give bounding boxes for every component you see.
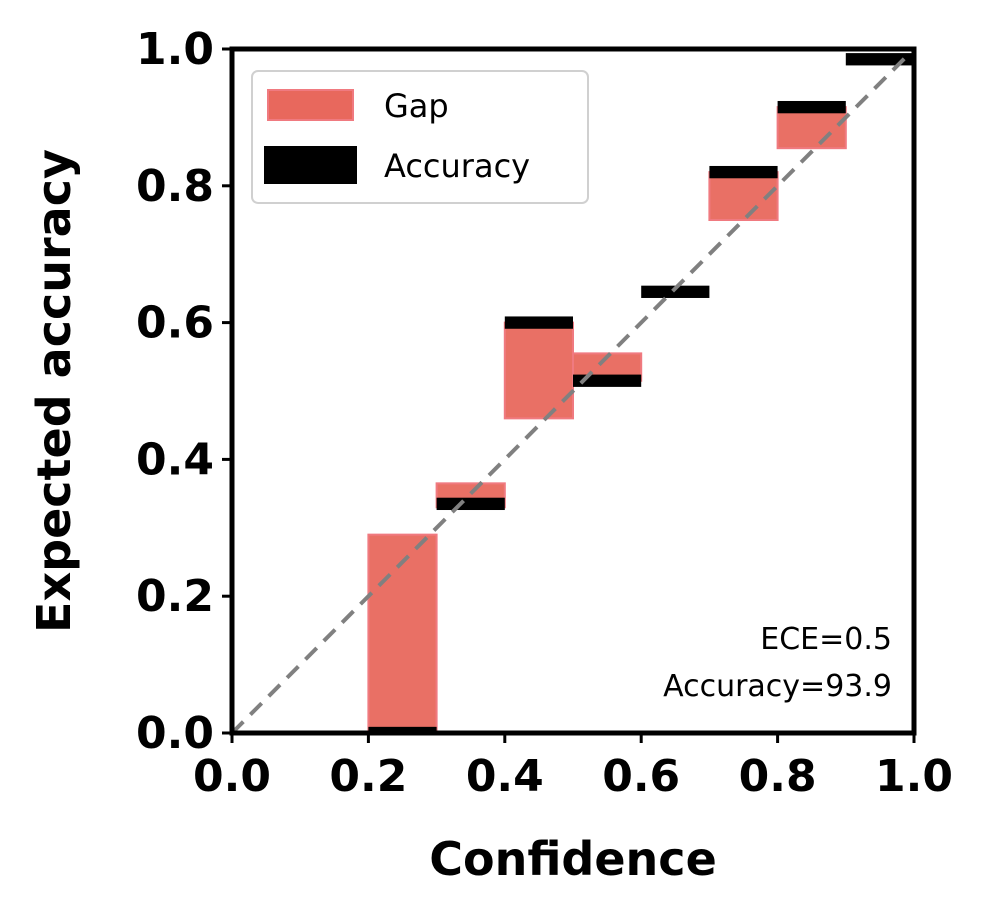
ticks-layer: 0.0 0.2 0.4 0.6 0.8 1.0 0.0 0.2 0.4 0.6 0.8 1.0 <box>136 24 953 802</box>
x-tick-label: 0.2 <box>329 751 407 802</box>
y-tick-label: 1.0 <box>136 24 214 75</box>
accuracy-bar <box>368 726 437 733</box>
accuracy-bar <box>709 165 778 179</box>
y-tick-label: 0.8 <box>136 161 214 212</box>
x-tick-label: 0.6 <box>602 751 680 802</box>
perfect-calibration-line <box>230 47 916 735</box>
accuracy-bar <box>845 53 914 66</box>
x-tick-label: 0.8 <box>739 751 817 802</box>
accuracy-bar <box>436 497 505 511</box>
bars-layer <box>367 53 914 735</box>
y-tick-label: 0.0 <box>136 708 214 759</box>
x-tick-label: 1.0 <box>875 751 953 802</box>
x-tick-label: 0.4 <box>466 751 544 802</box>
y-tick-label: 0.4 <box>136 434 214 485</box>
legend: Gap Accuracy <box>251 70 589 204</box>
ece-annotation: ECE=0.5 <box>760 622 892 657</box>
accuracy-annotation: Accuracy=93.9 <box>663 669 892 704</box>
accuracy-bar <box>641 285 710 298</box>
legend-swatch-accuracy <box>264 146 357 184</box>
x-axis-title: Confidence <box>429 832 717 886</box>
plot-frame <box>229 46 917 736</box>
legend-swatch-gap <box>267 89 354 121</box>
accuracy-bar <box>777 100 846 114</box>
y-tick-label: 0.2 <box>136 571 214 622</box>
accuracy-bar <box>573 374 642 387</box>
y-axis-title: Expected accuracy <box>27 149 81 633</box>
gap-bar <box>367 533 438 735</box>
gap-bar <box>503 321 574 420</box>
x-tick-label: 0.0 <box>193 751 271 802</box>
legend-label-gap: Gap <box>384 87 449 125</box>
accuracy-bar <box>504 316 573 329</box>
legend-label-accuracy: Accuracy <box>384 147 530 185</box>
y-tick-label: 0.6 <box>136 298 214 349</box>
